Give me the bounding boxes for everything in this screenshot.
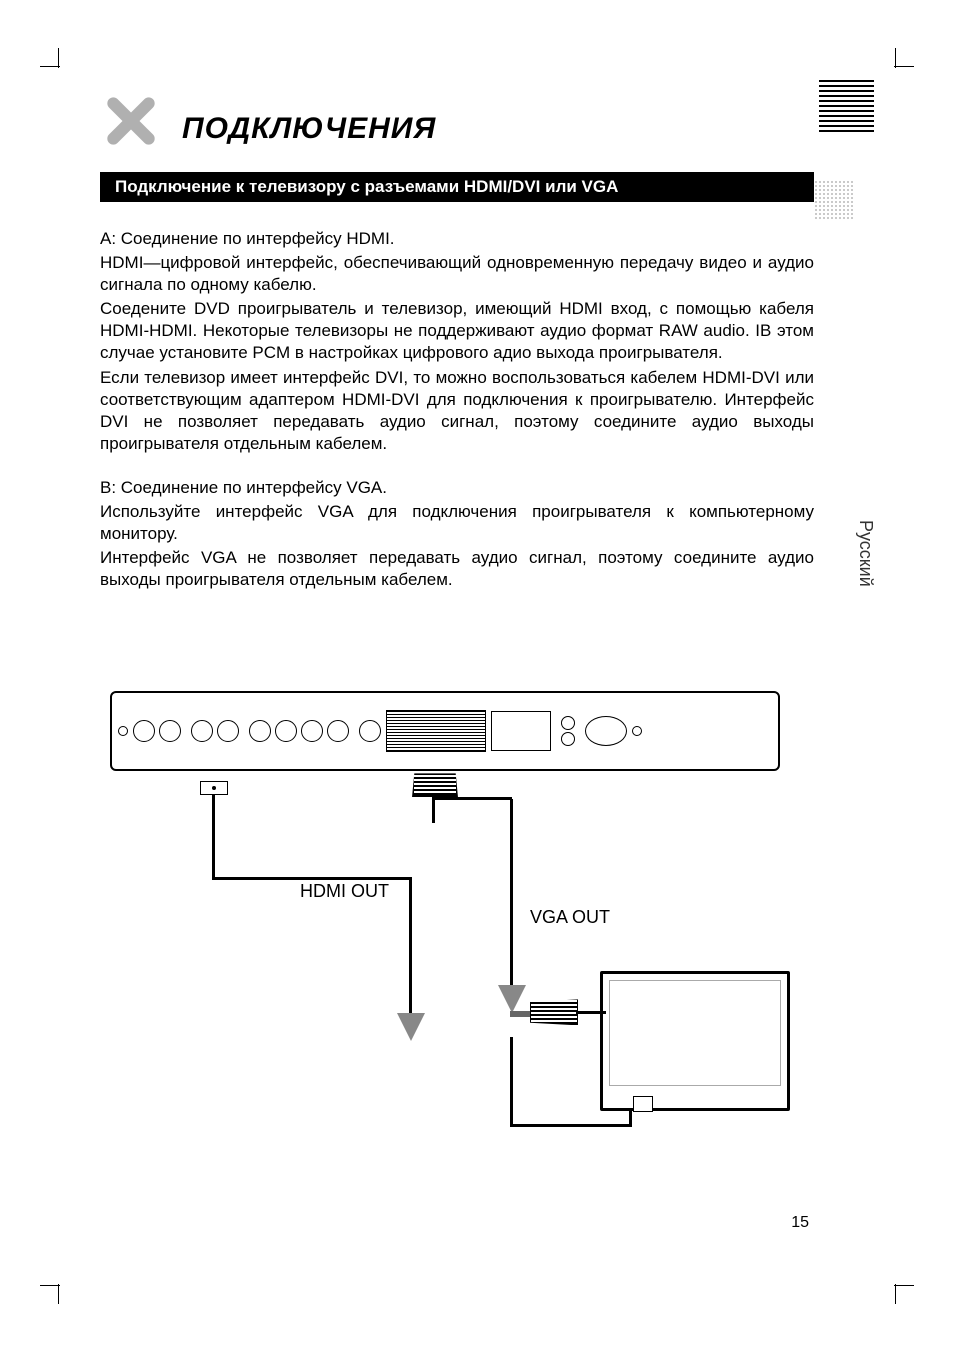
vga-input-icon: [633, 1096, 653, 1112]
cable-line: [212, 795, 215, 880]
paragraph: Соедените DVD проигрыватель и телевизор,…: [100, 298, 814, 364]
connection-diagram: HDMI OUT VGA OUT: [110, 691, 790, 1151]
chapter-title: ПОДКЛЮЧЕНИЯ: [182, 112, 436, 152]
cable-line: [510, 1037, 513, 1127]
cable-line: [212, 877, 412, 880]
page-content: ПОДКЛЮЧЕНИЯ Подключение к телевизору с р…: [100, 90, 814, 1151]
paragraph: Если телевизор имеет интерфейс DVI, то м…: [100, 367, 814, 455]
halftone-dots-decor: [814, 180, 854, 220]
paragraph: HDMI—цифровой интерфейс, обеспечивающий …: [100, 252, 814, 296]
vga-out-label: VGA OUT: [530, 907, 610, 928]
crop-mark: [895, 48, 896, 68]
section-title-bar: Подключение к телевизору с разъемами HDM…: [100, 172, 814, 202]
crop-mark: [895, 1284, 896, 1304]
crop-mark: [58, 48, 59, 68]
crop-mark: [894, 66, 914, 67]
crop-mark: [40, 66, 60, 67]
arrow-down-icon: [498, 985, 526, 1013]
dvd-rear-panel: [110, 691, 780, 771]
hdmi-port-icon: [200, 781, 228, 795]
subsection-b-heading: B: Соединение по интерфейсу VGA.: [100, 477, 814, 499]
side-language-tab: Русский: [855, 520, 876, 587]
monitor-icon: [600, 971, 800, 1131]
cable-line: [409, 877, 412, 1017]
subsection-a-heading: A: Соединение по интерфейсу HDMI.: [100, 228, 814, 250]
body-text: A: Соединение по интерфейсу HDMI. HDMI—ц…: [100, 228, 814, 591]
chapter-header: ПОДКЛЮЧЕНИЯ: [100, 90, 814, 152]
cable-line: [510, 799, 513, 989]
page-number: 15: [791, 1214, 809, 1232]
x-logo-icon: [100, 90, 162, 152]
crop-mark: [40, 1285, 60, 1286]
arrow-down-icon: [397, 1013, 425, 1041]
vga-connector-icon: [530, 999, 600, 1039]
crop-mark: [894, 1285, 914, 1286]
cable-line: [510, 1124, 632, 1127]
cable-line: [432, 797, 512, 800]
paragraph: Интерфейс VGA не позволяет передавать ау…: [100, 547, 814, 591]
paragraph: Используйте интерфейс VGA для подключени…: [100, 501, 814, 545]
margin-lines-decor: [819, 80, 874, 140]
cable-line: [629, 1111, 632, 1127]
crop-mark: [58, 1284, 59, 1304]
cable-line: [432, 797, 435, 823]
hdmi-out-label: HDMI OUT: [300, 881, 389, 902]
